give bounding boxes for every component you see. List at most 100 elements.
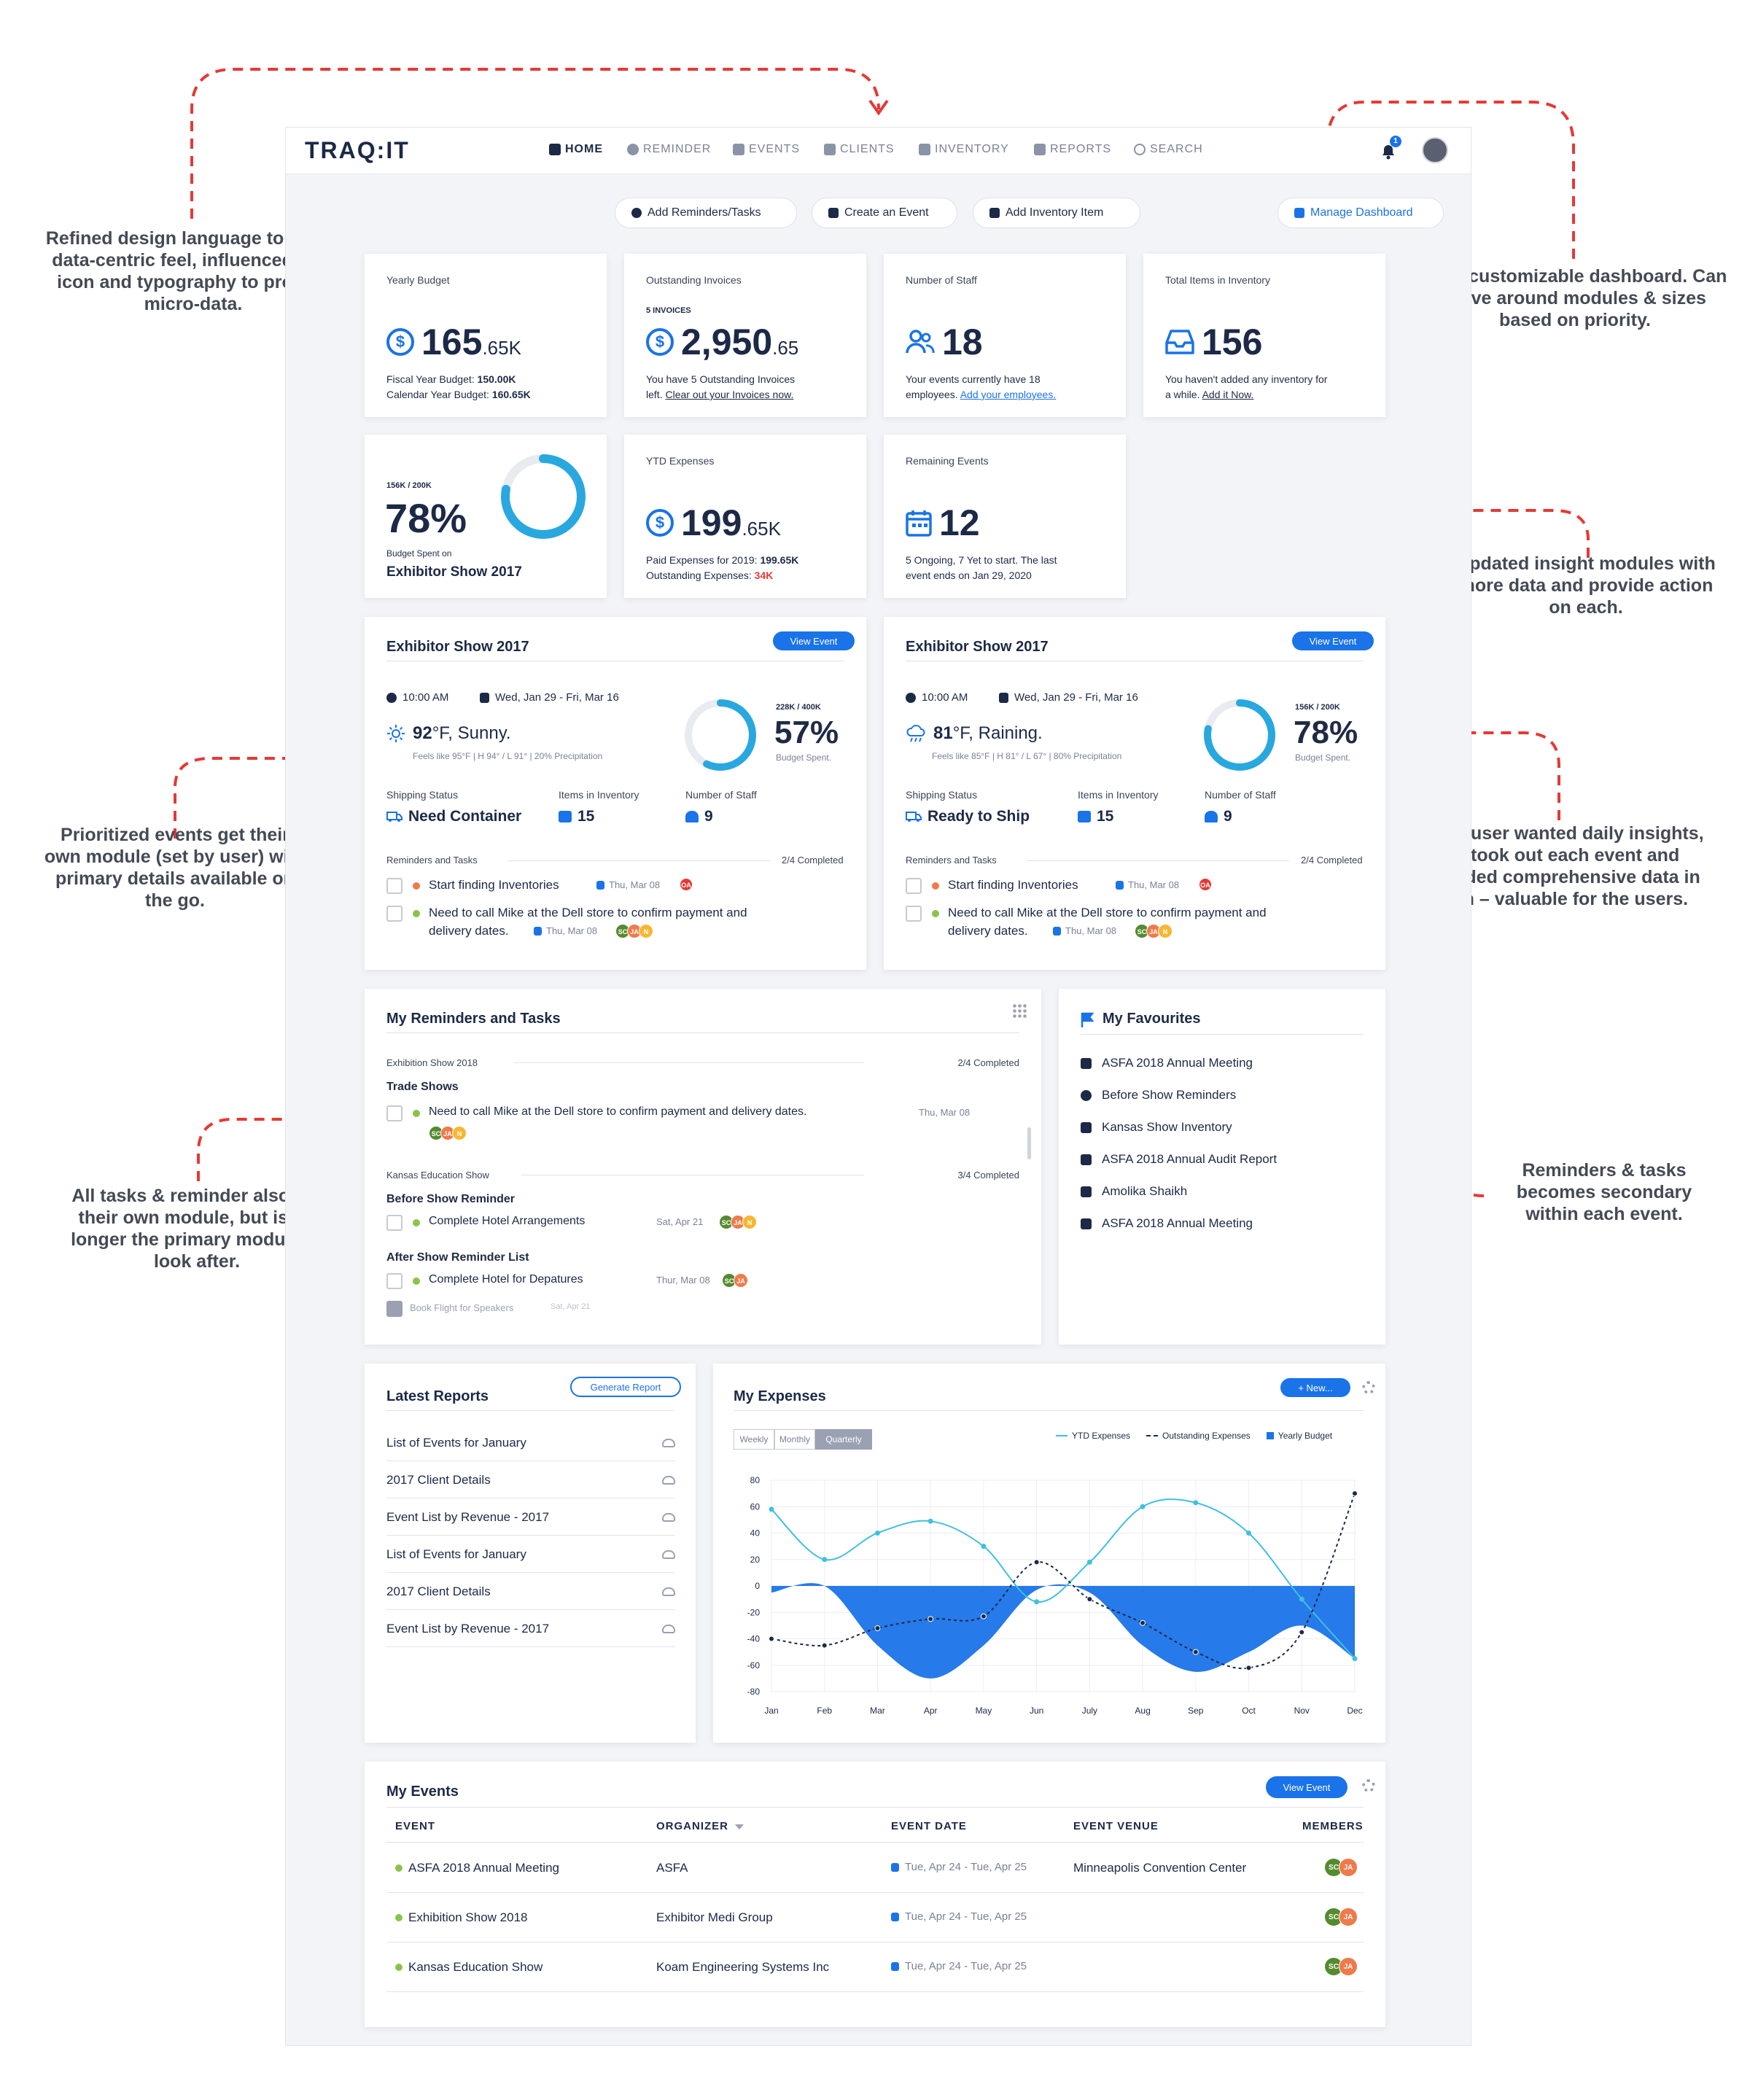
task-checkbox[interactable]	[386, 878, 402, 894]
favourite-item[interactable]: Before Show Reminders	[1081, 1088, 1236, 1102]
avatar: OA	[680, 878, 693, 891]
add-reminders-button[interactable]: Add Reminders/Tasks	[615, 198, 797, 228]
user-avatar[interactable]	[1422, 137, 1448, 163]
search-icon	[1134, 144, 1146, 155]
value-int: 12	[939, 502, 980, 543]
favourite-item[interactable]: ASFA 2018 Annual Meeting	[1081, 1216, 1253, 1231]
report-item[interactable]: List of Events for January	[386, 1536, 675, 1573]
add-inventory-button[interactable]: Add Inventory Item	[973, 198, 1140, 228]
generate-report-button[interactable]: Generate Report	[570, 1377, 681, 1397]
calendar-icon	[1081, 1057, 1092, 1069]
table-row[interactable]: Kansas Education Show Koam Engineering S…	[386, 1942, 1364, 1992]
bell-icon[interactable]	[1380, 142, 1396, 160]
gear-icon[interactable]	[1362, 1779, 1375, 1792]
col-organizer[interactable]: ORGANIZER	[656, 1820, 728, 1832]
nav-inventory[interactable]: INVENTORY	[919, 143, 1009, 156]
budget-progress-ring	[1204, 699, 1275, 771]
report-item[interactable]: 2017 Client Details	[386, 1574, 675, 1610]
budget-spent-card[interactable]: 156K / 200K 78% Budget Spent on Exhibito…	[365, 435, 607, 598]
detail-label: Fiscal Year Budget:	[386, 373, 478, 385]
cloud-download-icon[interactable]	[662, 1587, 675, 1596]
member-avatars: SC JA N	[615, 924, 653, 938]
clear-invoices-link[interactable]: Clear out your Invoices now.	[665, 389, 794, 400]
budget-ratio: 156K / 200K	[386, 481, 432, 490]
nav-home[interactable]: HOME	[549, 143, 603, 156]
card-value: 12	[906, 502, 980, 544]
manage-dashboard-button[interactable]: Manage Dashboard	[1278, 198, 1444, 228]
shipping-label: Shipping Status	[906, 789, 978, 801]
shipping-status: Need Container	[386, 808, 521, 825]
task-checkbox[interactable]	[386, 906, 402, 922]
table-row[interactable]: ASFA 2018 Annual Meeting ASFA Tue, Apr 2…	[386, 1843, 1364, 1893]
calendar-icon	[891, 1912, 899, 1921]
add-inventory-link[interactable]: Add it Now.	[1202, 389, 1254, 400]
sort-down-icon[interactable]	[735, 1824, 744, 1829]
view-event-button[interactable]: View Event	[1266, 1776, 1348, 1798]
col-members[interactable]: MEMBERS	[1302, 1820, 1364, 1832]
cloud-download-icon[interactable]	[662, 1549, 675, 1559]
favourite-item[interactable]: Amolika Shaikh	[1081, 1184, 1187, 1199]
tab-monthly[interactable]: Monthly	[774, 1429, 815, 1450]
ytd-expenses-card[interactable]: YTD Expenses $199.65K Paid Expenses for …	[624, 435, 866, 598]
task-checkbox[interactable]	[386, 1215, 402, 1231]
app-logo[interactable]: TRAQ:IT	[305, 137, 410, 163]
grid-menu-icon[interactable]	[1012, 1003, 1027, 1018]
task-checkbox[interactable]	[386, 1273, 402, 1289]
y-tick-label: 80	[750, 1475, 761, 1485]
expenses-title: My Expenses	[734, 1388, 826, 1404]
task-checkbox[interactable]	[906, 878, 922, 894]
y-tick-label: -20	[747, 1607, 761, 1617]
card-detail: You haven't added any inventory for a whi…	[1165, 372, 1327, 402]
number-of-staff-card[interactable]: Number of Staff 18 Your events currently…	[884, 254, 1126, 417]
cloud-download-icon[interactable]	[662, 1438, 675, 1447]
new-expense-button[interactable]: + New...	[1280, 1378, 1350, 1397]
cloud-download-icon[interactable]	[662, 1475, 675, 1485]
invoice-count-badge: 5 INVOICES	[646, 306, 691, 315]
report-item[interactable]: List of Events for January	[386, 1425, 675, 1461]
legend-swatch	[1146, 1435, 1159, 1436]
col-venue[interactable]: EVENT VENUE	[1073, 1820, 1159, 1832]
task-checkbox[interactable]	[386, 1105, 402, 1121]
report-item[interactable]: Event List by Revenue - 2017	[386, 1611, 675, 1647]
nav-search[interactable]: SEARCH	[1134, 143, 1203, 156]
nav-clients[interactable]: CLIENTS	[824, 143, 895, 156]
favourite-label: ASFA 2018 Annual Meeting	[1102, 1056, 1253, 1070]
cloud-download-icon[interactable]	[662, 1624, 675, 1633]
gear-icon[interactable]	[1362, 1381, 1375, 1394]
task-checkbox[interactable]	[906, 906, 922, 922]
view-event-button[interactable]: View Event	[773, 631, 855, 650]
inventory-label: Items in Inventory	[559, 789, 639, 801]
yearly-budget-card[interactable]: Yearly Budget $165.65K Fiscal Year Budge…	[365, 254, 607, 417]
favourite-item[interactable]: Kansas Show Inventory	[1081, 1120, 1232, 1135]
inventory-card[interactable]: Total Items in Inventory 156 You haven't…	[1143, 254, 1385, 417]
temperature: 92	[413, 723, 432, 743]
tab-quarterly[interactable]: Quarterly	[815, 1429, 872, 1450]
favourite-item[interactable]: ASFA 2018 Annual Audit Report	[1081, 1152, 1277, 1167]
favourite-item[interactable]: ASFA 2018 Annual Meeting	[1081, 1056, 1253, 1070]
value-decimal: .65K	[482, 337, 521, 359]
reminders-progress: 2/4 Completed	[1301, 855, 1363, 866]
view-event-button[interactable]: View Event	[1292, 631, 1374, 650]
remaining-events-card[interactable]: Remaining Events 12 5 Ongoing, 7 Yet to …	[884, 435, 1126, 598]
add-employees-link[interactable]: Add your employees.	[960, 389, 1057, 400]
tab-weekly[interactable]: Weekly	[734, 1429, 774, 1450]
scrollbar[interactable]	[1027, 1127, 1031, 1159]
cloud-download-icon[interactable]	[662, 1512, 675, 1522]
col-event[interactable]: EVENT	[395, 1820, 436, 1832]
col-date[interactable]: EVENT DATE	[891, 1820, 967, 1832]
report-item[interactable]: Event List by Revenue - 2017	[386, 1499, 675, 1536]
table-row[interactable]: Exhibition Show 2018 Exhibitor Medi Grou…	[386, 1893, 1364, 1942]
temperature: 81	[933, 723, 953, 743]
divider	[734, 1410, 1364, 1411]
report-item[interactable]: 2017 Client Details	[386, 1462, 675, 1498]
nav-events[interactable]: EVENTS	[733, 143, 800, 156]
outstanding-invoices-card[interactable]: Outstanding Invoices 5 INVOICES $2,950.6…	[624, 254, 866, 417]
create-event-button[interactable]: Create an Event	[812, 198, 957, 228]
detail-label: Outstanding Expenses:	[646, 569, 755, 581]
top-nav	[286, 128, 1471, 174]
task-checkbox-checked[interactable]	[386, 1301, 402, 1317]
nav-reminder[interactable]: REMINDER	[627, 143, 711, 156]
nav-reports[interactable]: REPORTS	[1034, 143, 1111, 156]
favourite-label: Amolika Shaikh	[1102, 1184, 1188, 1198]
ring-fill	[685, 699, 756, 771]
